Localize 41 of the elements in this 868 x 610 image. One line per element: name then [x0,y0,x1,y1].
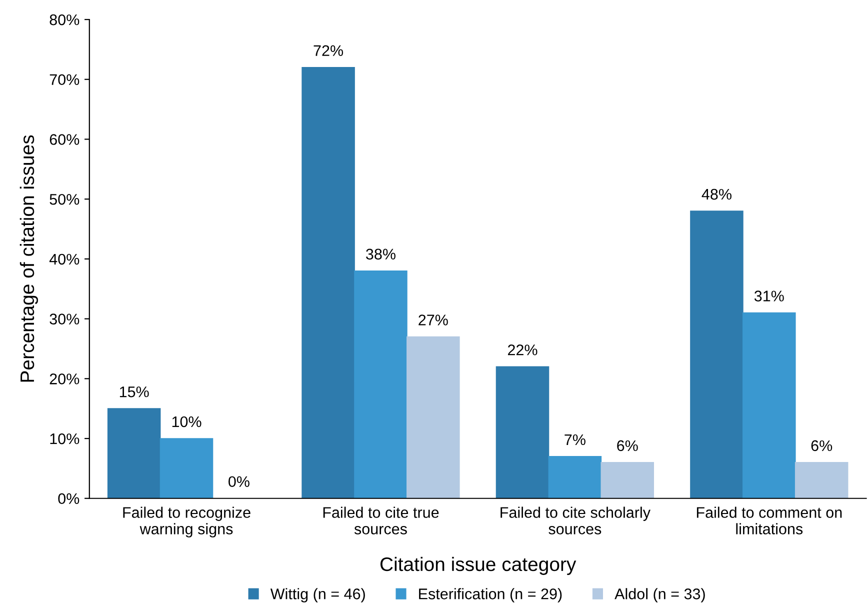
y-tick-label: 50% [50,194,80,205]
data-label: 72% [314,45,344,56]
data-label: 7% [564,434,586,446]
data-label: 6% [617,440,638,452]
data-label: 38% [366,248,396,260]
bar [690,210,744,498]
data-label: 15% [120,386,149,398]
data-label: 0% [228,476,250,488]
x-tick-label: Failed to cite scholarly sources [500,506,650,534]
legend-label: Aldol (n = 33) [614,588,705,602]
data-label: 22% [508,344,538,356]
y-tick-label: 40% [49,254,80,265]
bar [302,66,355,498]
data-label: 10% [172,416,202,428]
bar [406,336,460,498]
y-tick-label: 60% [50,134,80,145]
bar [107,408,161,498]
data-label: 6% [811,440,832,452]
y-tick-label: 20% [50,374,80,384]
data-label: 48% [702,188,732,200]
data-label: 27% [418,314,448,326]
x-tick-label: Failed to cite true sources [323,506,439,534]
y-tick-label: 0% [58,493,80,504]
bar [496,366,550,498]
data-label: 31% [754,290,784,302]
y-tick-label: 70% [50,74,80,86]
bar [742,312,796,498]
x-tick-label: Failed to comment on limitations [696,506,842,534]
bar [548,456,602,498]
legend-label: Esterification (n = 29) [419,588,562,602]
bar [354,270,408,498]
x-tick-label: Failed to recognize warning signs [123,506,250,538]
x-axis-title: Citation issue category [380,556,576,575]
y-tick-label: 80% [50,14,80,26]
bar [600,462,654,498]
bar [794,462,848,498]
legend-label: Wittig (n = 46) [270,588,365,602]
y-axis-title: Percentage of citation issues [20,135,38,382]
bar [160,438,214,498]
y-tick-label: 10% [50,433,80,444]
y-tick-label: 30% [50,314,80,324]
